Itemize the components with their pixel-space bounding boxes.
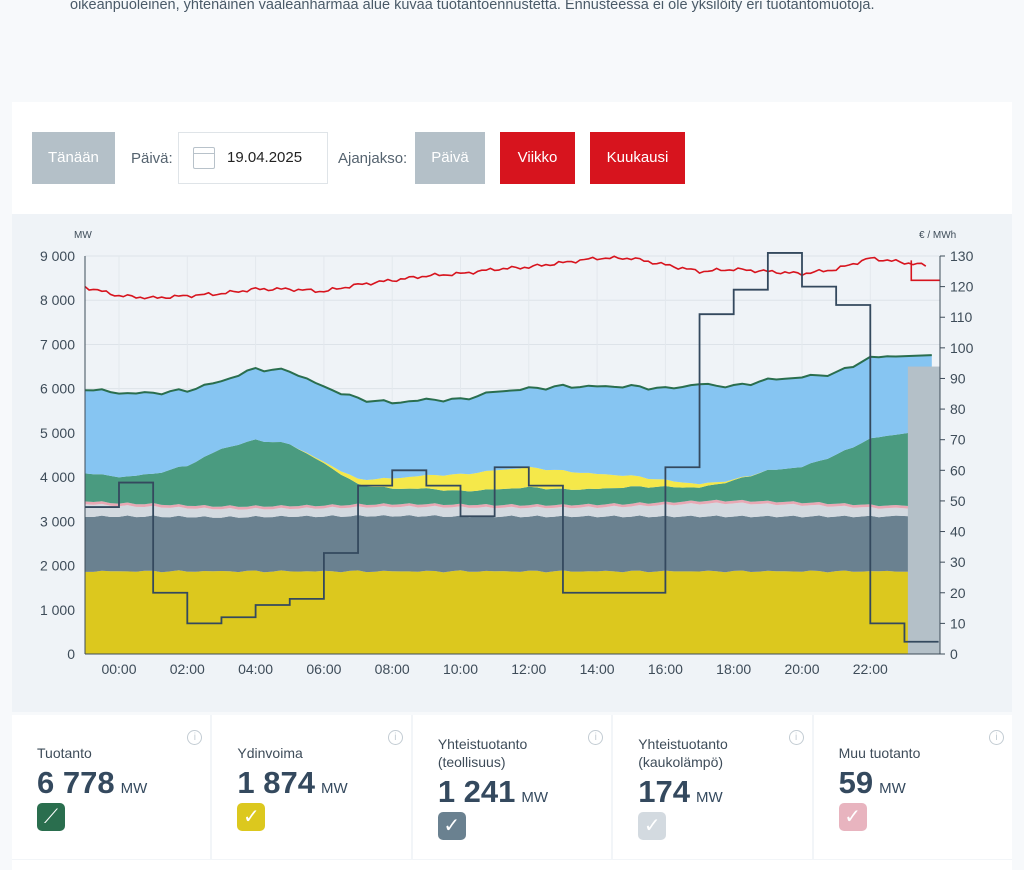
check-icon[interactable]: ✓ [838,803,867,831]
info-icon[interactable]: i [588,730,604,745]
info-icon[interactable]: i [187,730,203,745]
y-tick-label: 5 000 [40,425,75,441]
x-tick-label: 08:00 [375,661,410,677]
card-title: Ydinvoima [237,745,303,761]
y2-tick-label: 130 [950,248,974,264]
y-tick-label: 1 000 [40,602,75,618]
y2-tick-label: 120 [950,279,974,295]
consumption-line [84,255,927,300]
info-icon[interactable]: i [788,730,804,745]
intro-text: oikeanpuoleinen, yhtenäinen vaaleanharma… [70,0,875,13]
y2-tick-label: 70 [950,432,966,448]
card-chp-district: i Yhteistuotanto (kaukolämpö) 174 MW ✓ [613,715,812,859]
left-unit-label: MW [74,230,92,241]
y-tick-label: 7 000 [40,336,75,352]
x-tick-label: 10:00 [443,661,478,677]
calendar-icon [193,147,215,169]
area-vesivoima [84,429,932,508]
y-tick-label: 0 [67,646,75,662]
info-icon[interactable]: i [387,730,403,745]
check-icon[interactable]: ✓ [437,812,466,840]
y2-tick-label: 90 [950,370,966,386]
y2-tick-label: 30 [950,554,966,570]
y2-tick-label: 100 [950,340,974,356]
check-icon[interactable]: ✓ [237,803,266,831]
card-production: i Tuotanto 6 778 MW ⟋ [12,715,211,859]
period-month-button[interactable]: Kuukausi [590,132,685,184]
date-input[interactable]: 19.04.2025 [178,132,328,184]
date-value: 19.04.2025 [227,149,303,166]
x-tick-label: 00:00 [101,661,136,677]
card-title: Tuotanto [37,745,92,761]
x-tick-label: 16:00 [648,661,683,677]
card-other: i Muu tuotanto 59 MW ✓ [813,715,1013,859]
x-tick-label: 20:00 [784,661,819,677]
x-tick-label: 18:00 [716,661,751,677]
forecast-area [907,366,940,654]
y-tick-label: 3 000 [40,513,75,529]
chart-line-icon[interactable]: ⟋ [37,803,65,831]
controls-panel: Tänään Päivä: 19.04.2025 Ajanjakso: Päiv… [12,102,1012,214]
y-tick-label: 2 000 [40,558,75,574]
cards-row-2 [12,860,1012,870]
area-aurinkovoima [84,429,932,492]
x-tick-label: 12:00 [511,661,546,677]
price-step-line [85,252,939,643]
y-tick-label: 6 000 [40,381,75,397]
card-value: 1 241 MW [437,774,549,809]
card-title: Muu tuotanto [838,745,921,761]
period-week-button[interactable]: Viikko [500,132,575,184]
y-tick-label: 8 000 [40,292,75,308]
x-tick-label: 06:00 [306,661,341,677]
y2-tick-label: 60 [950,462,966,478]
y2-tick-label: 10 [950,615,966,631]
x-tick-label: 02:00 [170,661,205,677]
summary-cards: i Tuotanto 6 778 MW ⟋ i Ydinvoima 1 874 MW… [12,715,1013,870]
consumption-forecast-line [910,260,940,282]
y2-tick-label: 0 [950,646,958,662]
y-tick-label: 4 000 [40,469,75,485]
period-label: Ajanjakso: [338,150,408,167]
card-nuclear: i Ydinvoima 1 874 MW ✓ [212,715,411,859]
area-yhteistuotanto-teollisuus- [84,515,932,573]
card-title: Yhteistuotanto (kaukolämpö) [638,736,728,770]
period-day-button[interactable]: Päivä [415,132,485,184]
card-chp-industry: i Yhteistuotanto (teollisuus) 1 241 MW ✓ [412,715,612,859]
x-tick-label: 04:00 [238,661,273,677]
x-tick-label: 22:00 [853,661,888,677]
y2-tick-label: 80 [950,401,966,417]
y2-tick-label: 20 [950,585,966,601]
chart-svg: 0 1 000 2 000 3 000 4 000 5 000 6 000 7 000 8 00… [40,230,974,677]
today-button[interactable]: Tänään [32,132,115,184]
production-line [84,354,932,405]
y2-tick-label: 40 [950,524,966,540]
card-value: 1 874 MW [237,765,348,800]
x-tick-label: 14:00 [580,661,615,677]
info-icon[interactable]: i [989,730,1005,745]
card-value: 6 778 MW [37,765,148,800]
y2-tick-label: 50 [950,493,966,509]
production-chart: 0 1 000 2 000 3 000 4 000 5 000 6 000 7 000 8 00… [12,214,1012,712]
check-icon[interactable]: ✓ [638,812,667,840]
card-value: 174 MW [638,774,723,809]
y2-tick-label: 110 [950,309,973,325]
card-title: Yhteistuotanto (teollisuus) [437,736,528,770]
area-muu-tuotanto [84,499,932,511]
area-ydinvoima [84,570,932,654]
y-tick-label: 9 000 [40,248,75,264]
card-value: 59 MW [838,765,906,800]
day-label: Päivä: [131,150,173,167]
right-unit-label: € / MWh [919,230,956,241]
area-yhteistuotanto-kaukolämpö- [84,502,932,518]
